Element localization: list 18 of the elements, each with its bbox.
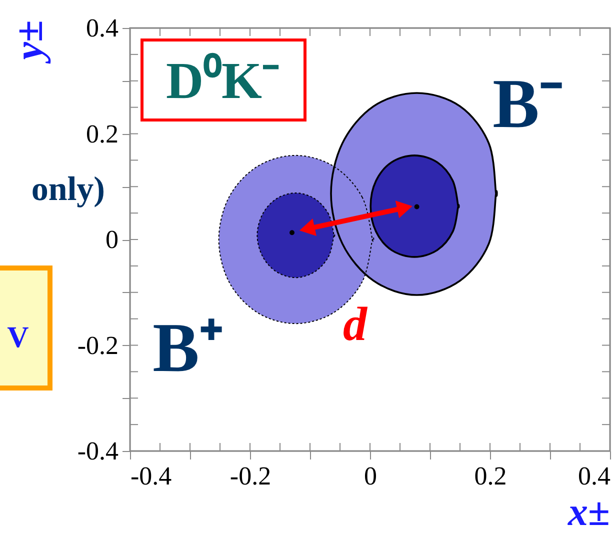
x-tick-label: 0.4: [578, 462, 610, 490]
text: only): [31, 171, 105, 208]
text: V: [7, 321, 30, 354]
x-tick-label: -0.4: [130, 462, 172, 490]
x-tick-label: 0: [364, 462, 377, 490]
annotation: B⁺: [152, 310, 224, 387]
y-axis-title: y±: [6, 20, 51, 64]
y-tick-label: -0.2: [77, 330, 118, 360]
y-tick-label: -0.4: [77, 436, 118, 466]
annotation: d: [343, 298, 368, 351]
x-axis-title: x±: [567, 489, 610, 534]
x-tick-label: 0.2: [474, 462, 507, 490]
annotation: B⁻: [492, 66, 564, 143]
y-tick-label: 0.2: [86, 119, 118, 148]
x-tick-label: -0.2: [230, 462, 272, 490]
y-tick-label: 0.4: [86, 14, 118, 42]
text: D⁰K⁻: [166, 52, 280, 110]
y-tick-label: 0: [106, 225, 118, 254]
